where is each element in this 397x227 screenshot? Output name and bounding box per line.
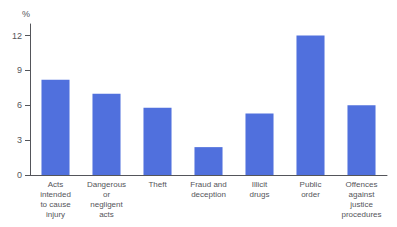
svg-text:justice: justice	[349, 200, 373, 209]
svg-text:deception: deception	[191, 190, 226, 199]
svg-text:9: 9	[17, 65, 22, 75]
svg-text:negligent: negligent	[90, 200, 123, 209]
svg-text:3: 3	[17, 135, 22, 145]
svg-text:drugs: drugs	[249, 190, 269, 199]
svg-text:Fraud and: Fraud and	[190, 180, 226, 189]
svg-text:Offences: Offences	[346, 180, 378, 189]
svg-text:%: %	[22, 9, 30, 19]
svg-text:or: or	[103, 190, 110, 199]
svg-text:Dangerous: Dangerous	[87, 180, 126, 189]
svg-text:Illicit: Illicit	[252, 180, 268, 189]
svg-text:0: 0	[17, 170, 22, 180]
svg-text:6: 6	[17, 100, 22, 110]
svg-text:Theft: Theft	[148, 180, 167, 189]
svg-text:12: 12	[12, 31, 22, 41]
svg-text:Acts: Acts	[48, 180, 64, 189]
svg-text:acts: acts	[99, 210, 114, 219]
svg-text:order: order	[301, 190, 320, 199]
svg-text:against: against	[349, 190, 376, 199]
svg-text:injury: injury	[46, 210, 65, 219]
svg-text:Public: Public	[300, 180, 322, 189]
svg-text:to cause: to cause	[40, 200, 71, 209]
svg-text:intended: intended	[40, 190, 71, 199]
svg-text:procedures: procedures	[341, 210, 381, 219]
